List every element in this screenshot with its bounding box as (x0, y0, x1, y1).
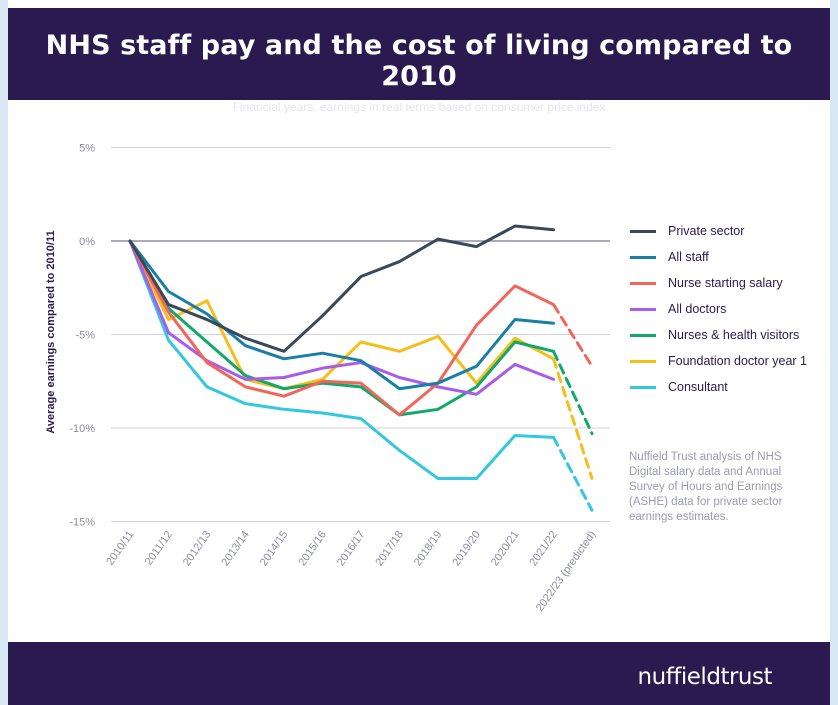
x-tick-label: 2011/12 (143, 529, 175, 568)
legend-item: Private sector (630, 218, 807, 244)
x-tick-label: 2017/18 (373, 529, 406, 568)
legend-swatch (630, 333, 656, 337)
legend-label: All staff (668, 250, 709, 264)
x-tick-label: 2016/17 (335, 529, 368, 568)
footer-banner: nuffieldtrust (8, 642, 830, 705)
series-line (128, 224, 555, 353)
legend-item: Nurse starting salary (630, 270, 807, 296)
logo-text-trust: trust (720, 664, 772, 690)
series-predicted-line (552, 303, 594, 368)
legend-swatch (630, 385, 656, 389)
legend: Private sector All staff Nurse starting sa… (630, 218, 807, 400)
legend-label: Private sector (668, 224, 745, 238)
legend-label: Nurse starting salary (668, 276, 783, 290)
logo-text-nuffield: nuffield (637, 664, 721, 690)
line-chart: 5%0%-5%-10%-15% 2010/11 2011/12 2012/13 201… (69, 143, 610, 614)
legend-label: All doctors (668, 302, 727, 316)
legend-swatch (630, 281, 656, 285)
legend-label: Consultant (668, 380, 728, 394)
series-predicted-line (552, 435, 594, 512)
series-line (128, 239, 555, 480)
grid-lines (111, 147, 610, 522)
header-banner: NHS staff pay and the cost of living com… (8, 8, 830, 114)
chart-subtitle: Financial years, earnings in real terms … (232, 100, 606, 114)
x-tick-label: 2015/16 (296, 529, 329, 568)
x-tick-label: 2012/13 (181, 529, 214, 568)
y-tick-label: 5% (79, 143, 95, 155)
legend-swatch (630, 307, 656, 311)
y-tick-label: 0% (79, 236, 95, 248)
nuffield-trust-logo: nuffieldtrust (637, 664, 773, 690)
x-tick-label: 2021/22 (527, 529, 560, 568)
legend-label: Nurses & health visitors (668, 328, 800, 342)
legend-swatch (630, 255, 656, 259)
series-line (128, 239, 555, 417)
series-line (128, 239, 555, 391)
y-axis-label: Average earnings compared to 2010/11 (45, 230, 57, 434)
series-line (128, 239, 555, 417)
legend-item: All doctors (630, 296, 807, 322)
y-axis-ticks: 5% 0% -5% -10% -15% (69, 143, 95, 529)
legend-item: Nurses & health visitors (630, 322, 807, 348)
legend-label: Foundation doctor year 1 (668, 354, 807, 368)
source-note: Nuffield Trust analysis of NHS Digital s… (629, 451, 783, 523)
right-border (830, 0, 838, 705)
series-line (128, 239, 555, 391)
x-tick-label: 2014/15 (258, 529, 291, 568)
chart-title: NHS staff pay and the cost of living com… (45, 30, 793, 92)
left-border (0, 0, 8, 705)
legend-swatch (630, 229, 656, 233)
series-predicted-line (552, 357, 594, 480)
x-tick-label: 2019/20 (450, 529, 483, 568)
x-tick-label: 2013/14 (219, 529, 252, 568)
series-predicted-line (552, 349, 594, 436)
series-lines (128, 224, 594, 512)
y-tick-label: -15% (69, 517, 95, 529)
y-tick-label: -10% (69, 423, 95, 435)
x-tick-label: 2020/21 (489, 529, 522, 568)
x-tick-label: 2018/19 (412, 529, 445, 568)
y-tick-label: -5% (75, 330, 95, 342)
legend-item: Foundation doctor year 1 (630, 348, 807, 374)
x-tick-label: 2010/11 (104, 529, 136, 568)
x-axis-ticks: 2010/11 2011/12 2012/13 2013/14 2014/15 2015/… (104, 529, 598, 614)
legend-item: Consultant (630, 374, 807, 400)
legend-item: All staff (630, 244, 807, 270)
legend-swatch (630, 359, 656, 363)
